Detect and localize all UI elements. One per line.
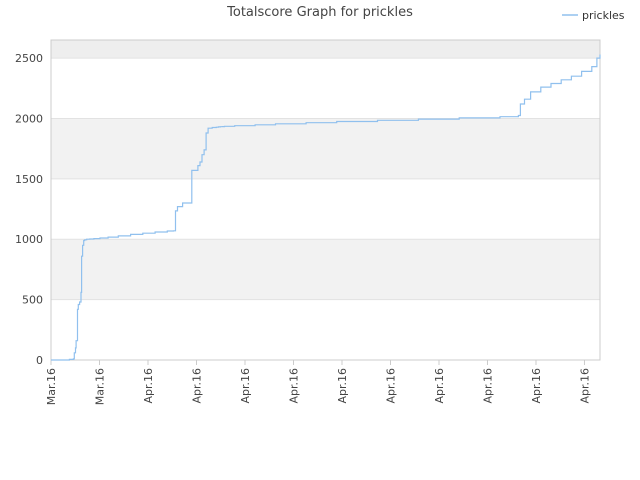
y-tick-label: 2000 xyxy=(15,112,43,125)
x-tick-label: Apr.16 xyxy=(578,368,591,404)
x-tick-label: Apr.16 xyxy=(530,368,543,404)
x-tick-label: Apr.16 xyxy=(190,368,203,404)
plot-area: 0 500 1000 1500 2000 2500 Mar.16 Mar.16 Apr.16 Ap… xyxy=(15,39,601,405)
y-tick-label: 0 xyxy=(36,354,43,367)
y-tick-label: 1500 xyxy=(15,173,43,186)
y-tick-label: 1000 xyxy=(15,233,43,246)
series-line xyxy=(51,54,601,361)
x-tick-label: Apr.16 xyxy=(481,368,494,404)
plot-frame xyxy=(50,39,601,361)
y-tick-label: 500 xyxy=(22,294,43,307)
grid-band xyxy=(51,239,600,300)
x-tick-label: Apr.16 xyxy=(287,368,300,404)
x-tick-label: Apr.16 xyxy=(384,368,397,404)
legend-label[interactable]: prickles xyxy=(582,9,625,22)
x-tick-label: Apr.16 xyxy=(433,368,446,404)
grid-band xyxy=(51,40,600,59)
chart-title: Totalscore Graph for prickles xyxy=(226,5,413,20)
x-tick-label: Mar.16 xyxy=(93,368,106,405)
y-tick-label: 2500 xyxy=(15,52,43,65)
legend: prickles xyxy=(562,9,625,22)
grid-band xyxy=(51,118,600,179)
x-tick-label: Apr.16 xyxy=(239,368,252,404)
x-tick-label: Apr.16 xyxy=(142,368,155,404)
x-tick-label: Apr.16 xyxy=(336,368,349,404)
x-tick-label: Mar.16 xyxy=(45,368,58,405)
